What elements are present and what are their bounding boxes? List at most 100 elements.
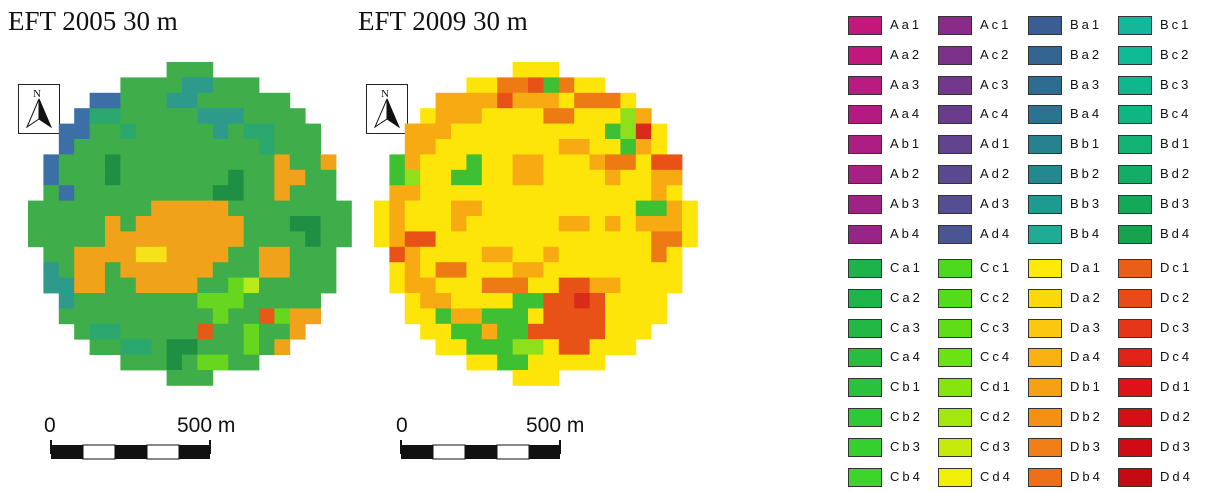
legend-label: Ac3: [980, 76, 1012, 92]
raster-cell: [528, 123, 544, 140]
raster-cell: [528, 262, 544, 278]
north-label: N: [33, 88, 41, 100]
raster-cell: [635, 323, 652, 340]
legend-swatch: [938, 348, 972, 368]
raster-cell: [374, 216, 390, 232]
raster-cell: [289, 323, 306, 340]
raster-cell: [543, 216, 560, 232]
legend-label: Db3: [1070, 438, 1103, 454]
raster-cell: [558, 154, 575, 171]
raster-cell: [243, 339, 260, 355]
scale-start-label: 0: [396, 414, 408, 437]
raster-cell: [320, 154, 337, 171]
raster-cell: [574, 246, 590, 263]
raster-cell: [28, 200, 44, 217]
raster-cell: [151, 231, 167, 248]
raster-cell: [197, 339, 214, 355]
raster-cell: [589, 354, 606, 371]
raster-cell: [212, 231, 229, 248]
raster-cell: [259, 185, 275, 201]
raster-cell: [558, 92, 575, 109]
raster-cell: [605, 200, 621, 217]
raster-cell: [512, 92, 529, 109]
legend-item: Cd1: [938, 377, 1030, 399]
legend-label: Cc3: [980, 319, 1013, 335]
raster-cell: [320, 277, 337, 294]
raster-cell: [666, 200, 683, 217]
raster-cell: [635, 200, 652, 217]
legend-item: Cb2: [848, 407, 940, 429]
raster-cell: [589, 154, 606, 171]
raster-cell: [182, 154, 198, 171]
legend-swatch: [1028, 16, 1062, 35]
raster-cell: [635, 231, 652, 248]
legend-label: Dd2: [1160, 409, 1193, 424]
raster-cell: [320, 169, 337, 186]
raster-cell: [389, 185, 406, 201]
raster-cell: [466, 139, 483, 155]
raster-cell: [589, 77, 606, 94]
legend-item: Ad1: [938, 134, 1030, 156]
raster-cell: [243, 108, 260, 124]
legend-item: Bd3: [1118, 194, 1207, 216]
raster-cell: [228, 231, 244, 248]
raster-cell: [274, 323, 291, 340]
raster-cell: [404, 169, 421, 186]
legend-item: Aa1: [848, 15, 940, 37]
raster-cell: [212, 323, 229, 340]
raster-cell: [574, 262, 590, 278]
raster-cell: [120, 231, 137, 248]
raster-cell: [497, 169, 513, 186]
raster-cell: [43, 277, 60, 294]
raster-cell: [105, 262, 121, 278]
raster-cell: [435, 339, 452, 355]
raster-cell: [228, 139, 244, 155]
raster-cell: [682, 231, 698, 248]
raster-cell: [420, 154, 436, 171]
raster-cell: [605, 216, 621, 232]
raster-cell: [558, 139, 575, 155]
raster-cell: [528, 354, 544, 371]
raster-cell: [497, 123, 513, 140]
legend-swatch: [938, 437, 972, 457]
scale-start-label: 0: [44, 414, 56, 437]
raster-cell: [166, 200, 183, 217]
raster-cell: [512, 216, 529, 232]
raster-cell: [574, 354, 590, 371]
raster-cell: [43, 200, 60, 217]
raster-cell: [120, 123, 137, 140]
legend-item: Dc3: [1118, 318, 1207, 340]
raster-cell: [305, 154, 321, 171]
raster-cell: [620, 154, 637, 171]
legend-item: Dd3: [1118, 437, 1207, 459]
raster-cell: [74, 139, 90, 155]
raster-cell: [197, 154, 214, 171]
legend-item: Bd4: [1118, 224, 1207, 246]
raster-cell: [497, 246, 513, 263]
raster-cell: [589, 308, 606, 325]
raster-cell: [305, 169, 321, 186]
legend-swatch: [1118, 408, 1152, 427]
raster-cell: [105, 339, 121, 355]
raster-cell: [135, 339, 152, 355]
raster-cell: [120, 323, 137, 340]
raster-cell: [481, 185, 498, 201]
raster-cell: [120, 154, 137, 171]
raster-cell: [74, 169, 90, 186]
raster-cell: [605, 293, 621, 309]
legend-swatch: [1118, 165, 1152, 184]
legend-item: Db2: [1028, 407, 1120, 429]
raster-cell: [89, 246, 106, 263]
raster-cell: [589, 92, 606, 109]
raster-cell: [105, 200, 121, 217]
raster-cell: [135, 262, 152, 278]
raster-cell: [605, 169, 621, 186]
raster-cell: [528, 169, 544, 186]
legend-swatch: [938, 224, 972, 244]
legend-label: Da2: [1070, 289, 1103, 305]
raster-cell: [651, 277, 667, 294]
legend-label: Bd3: [1160, 195, 1193, 211]
raster-cell: [635, 108, 652, 124]
raster-cell: [212, 169, 229, 186]
raster-cell: [404, 185, 421, 201]
